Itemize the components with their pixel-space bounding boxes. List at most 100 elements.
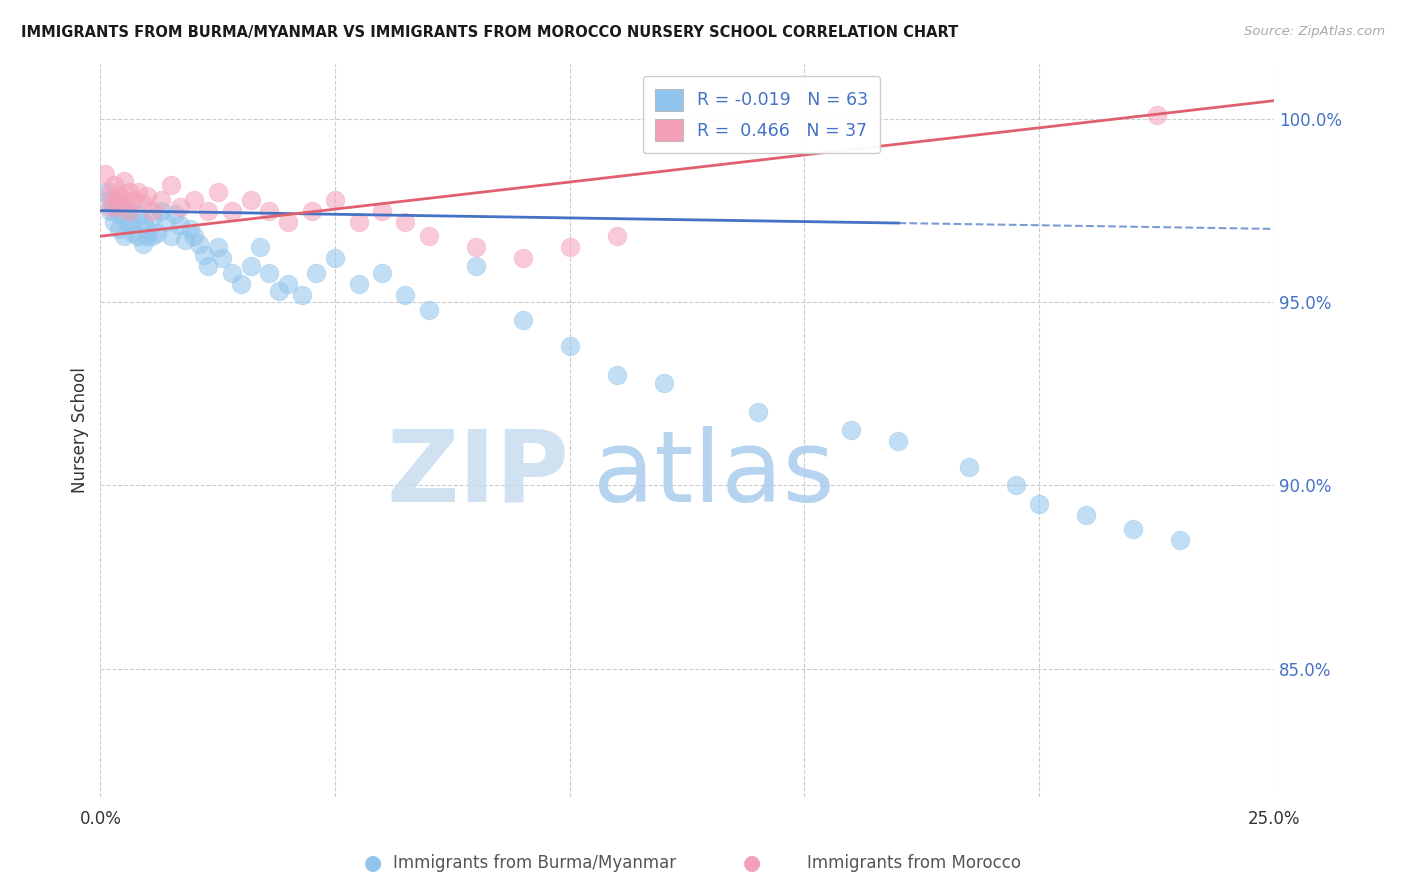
- Point: [117, 186, 139, 200]
- Point: [1076, 508, 1098, 522]
- Point: [103, 193, 125, 207]
- Point: [305, 266, 328, 280]
- Point: [136, 229, 159, 244]
- Point: [155, 214, 177, 228]
- Point: [394, 288, 416, 302]
- Point: [259, 266, 281, 280]
- Point: [347, 277, 370, 291]
- Point: [371, 266, 394, 280]
- Point: [141, 229, 163, 244]
- Point: [231, 277, 253, 291]
- Point: [98, 193, 121, 207]
- Point: [221, 266, 243, 280]
- Point: [136, 222, 159, 236]
- Point: [512, 251, 534, 265]
- Legend: R = -0.019   N = 63, R =  0.466   N = 37: R = -0.019 N = 63, R = 0.466 N = 37: [643, 77, 880, 153]
- Point: [277, 214, 299, 228]
- Text: atlas: atlas: [593, 425, 835, 523]
- Point: [323, 193, 346, 207]
- Point: [98, 203, 121, 218]
- Text: Immigrants from Burma/Myanmar: Immigrants from Burma/Myanmar: [392, 855, 676, 872]
- Point: [183, 229, 205, 244]
- Point: [173, 233, 195, 247]
- Point: [122, 193, 145, 207]
- Point: [267, 284, 290, 298]
- Point: [277, 277, 299, 291]
- Point: [117, 203, 139, 218]
- Text: Source: ZipAtlas.com: Source: ZipAtlas.com: [1244, 25, 1385, 38]
- Point: [211, 251, 233, 265]
- Point: [418, 229, 440, 244]
- Point: [841, 424, 863, 438]
- Text: IMMIGRANTS FROM BURMA/MYANMAR VS IMMIGRANTS FROM MOROCCO NURSERY SCHOOL CORRELAT: IMMIGRANTS FROM BURMA/MYANMAR VS IMMIGRA…: [21, 25, 959, 40]
- Point: [108, 189, 131, 203]
- Point: [112, 193, 135, 207]
- Point: [169, 200, 191, 214]
- Point: [169, 219, 191, 233]
- Point: [197, 203, 219, 218]
- Point: [464, 259, 486, 273]
- Point: [207, 186, 229, 200]
- Point: [103, 200, 125, 214]
- Point: [108, 207, 131, 221]
- Point: [558, 339, 581, 353]
- Point: [347, 214, 370, 228]
- Point: [141, 211, 163, 225]
- Point: [127, 229, 149, 244]
- Point: [150, 193, 173, 207]
- Point: [112, 211, 135, 225]
- Point: [747, 405, 769, 419]
- Point: [127, 207, 149, 221]
- Point: [1004, 478, 1026, 492]
- Point: [112, 174, 135, 188]
- Point: [117, 219, 139, 233]
- Point: [131, 196, 153, 211]
- Point: [957, 460, 980, 475]
- Point: [197, 259, 219, 273]
- Point: [112, 229, 135, 244]
- Point: [221, 203, 243, 218]
- Point: [652, 376, 675, 390]
- Point: [165, 207, 187, 221]
- Point: [249, 240, 271, 254]
- Point: [122, 214, 145, 228]
- Text: ●: ●: [744, 854, 761, 873]
- Point: [239, 193, 262, 207]
- Point: [136, 189, 159, 203]
- Point: [159, 229, 181, 244]
- Point: [150, 203, 173, 218]
- Point: [187, 236, 209, 251]
- Point: [291, 288, 314, 302]
- Point: [301, 203, 323, 218]
- Text: ZIP: ZIP: [387, 425, 569, 523]
- Text: Immigrants from Morocco: Immigrants from Morocco: [807, 855, 1021, 872]
- Point: [207, 240, 229, 254]
- Point: [606, 229, 628, 244]
- Point: [1028, 497, 1050, 511]
- Point: [371, 203, 394, 218]
- Point: [418, 302, 440, 317]
- Y-axis label: Nursery School: Nursery School: [72, 368, 89, 493]
- Point: [98, 200, 121, 214]
- Point: [179, 222, 201, 236]
- Point: [558, 240, 581, 254]
- Point: [122, 226, 145, 240]
- Point: [117, 203, 139, 218]
- Point: [1146, 108, 1168, 122]
- Point: [103, 214, 125, 228]
- Point: [606, 368, 628, 383]
- Point: [259, 203, 281, 218]
- Point: [145, 226, 167, 240]
- Point: [1168, 533, 1191, 548]
- Point: [464, 240, 486, 254]
- Point: [323, 251, 346, 265]
- Point: [239, 259, 262, 273]
- Point: [131, 214, 153, 228]
- Point: [159, 178, 181, 192]
- Point: [512, 313, 534, 327]
- Point: [193, 247, 215, 261]
- Point: [887, 434, 910, 449]
- Point: [94, 186, 117, 200]
- Point: [98, 186, 121, 200]
- Point: [131, 236, 153, 251]
